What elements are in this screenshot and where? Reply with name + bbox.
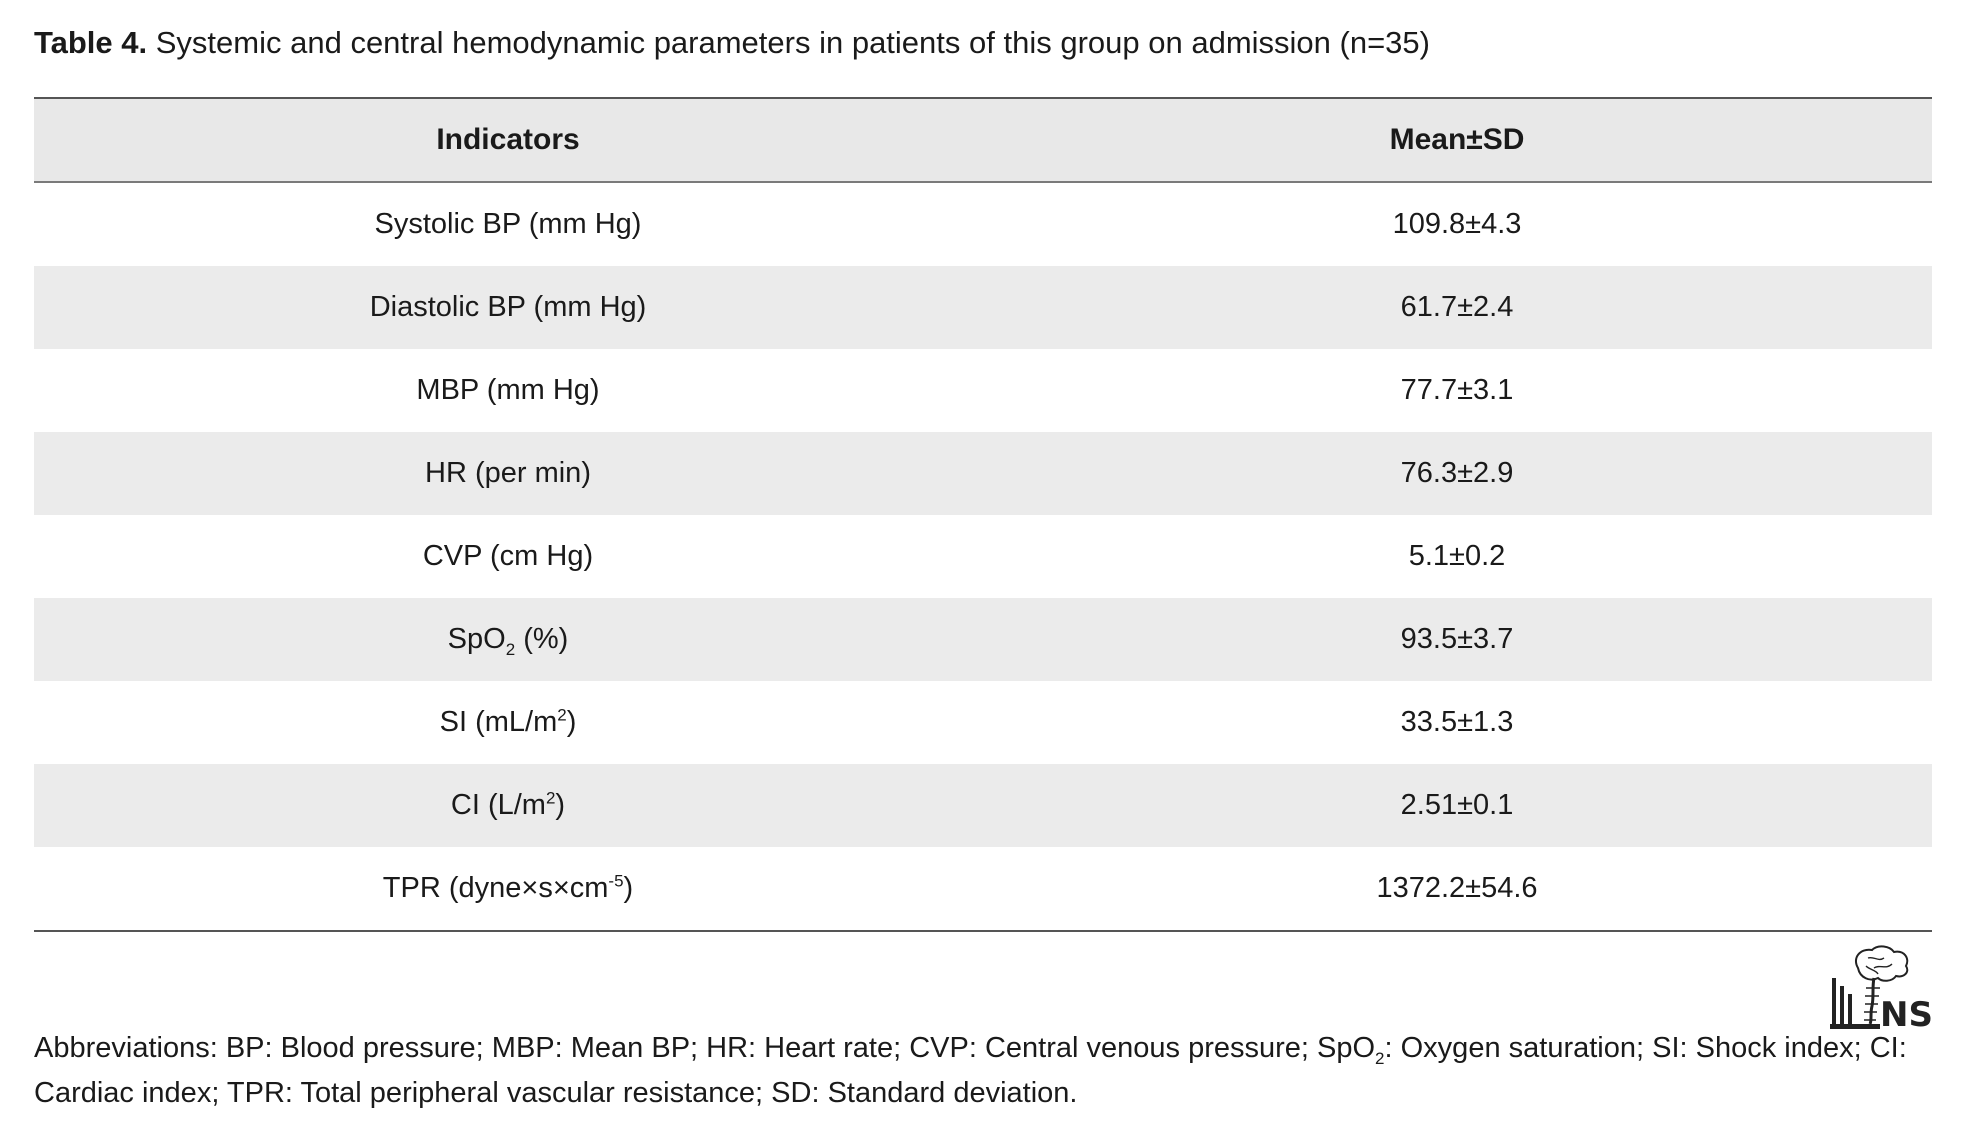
footnote-subscript: 2 <box>1375 1048 1385 1068</box>
indicator-text: TPR (dyne×s×cm <box>382 872 609 904</box>
table-row: MBP (mm Hg) 77.7±3.1 <box>34 349 1932 432</box>
indicator-cell: Systolic BP (mm Hg) <box>34 182 982 266</box>
value-cell: 77.7±3.1 <box>982 349 1932 432</box>
indicator-text: HR (per min) <box>425 457 591 489</box>
header-indicators: Indicators <box>34 98 982 183</box>
indicator-unit: ) <box>566 706 577 738</box>
indicator-cell: TPR (dyne×s×cm-5) <box>34 847 982 931</box>
brain-logo-icon: NS <box>1830 945 1933 1035</box>
header-mean-sd: Mean±SD <box>982 98 1932 183</box>
indicator-cell: Diastolic BP (mm Hg) <box>34 266 982 349</box>
caption-text: Systemic and central hemodynamic paramet… <box>147 25 1430 60</box>
indicator-cell: SpO2 (%) <box>34 598 982 681</box>
value-cell: 76.3±2.9 <box>982 432 1932 515</box>
table-row: CI (L/m2) 2.51±0.1 <box>34 764 1932 847</box>
table-row: Diastolic BP (mm Hg) 61.7±2.4 <box>34 266 1932 349</box>
table-header-row: Indicators Mean±SD <box>34 98 1932 183</box>
indicator-cell: SI (mL/m2) <box>34 681 982 764</box>
hemodynamic-table: Indicators Mean±SD Systolic BP (mm Hg) 1… <box>34 97 1932 932</box>
indicator-cell: CVP (cm Hg) <box>34 515 982 598</box>
indicator-unit: (%) <box>515 623 569 655</box>
value-cell: 1372.2±54.6 <box>982 847 1932 931</box>
hemodynamic-table-container: Indicators Mean±SD Systolic BP (mm Hg) 1… <box>34 97 1932 932</box>
table-row: SpO2 (%) 93.5±3.7 <box>34 598 1932 681</box>
value-cell: 109.8±4.3 <box>982 182 1932 266</box>
indicator-cell: HR (per min) <box>34 432 982 515</box>
value-cell: 61.7±2.4 <box>982 266 1932 349</box>
table-row: SI (mL/m2) 33.5±1.3 <box>34 681 1932 764</box>
indicator-text: SpO <box>447 623 506 655</box>
logo-text: NS <box>1880 995 1933 1030</box>
indicator-text: SI (mL/m <box>439 706 558 738</box>
indicator-unit: ) <box>555 789 566 821</box>
table-row: Systolic BP (mm Hg) 109.8±4.3 <box>34 182 1932 266</box>
indicator-cell: CI (L/m2) <box>34 764 982 847</box>
indicator-superscript: -5 <box>608 871 624 891</box>
value-cell: 2.51±0.1 <box>982 764 1932 847</box>
indicator-text: CVP (cm Hg) <box>422 540 594 572</box>
table-row: HR (per min) 76.3±2.9 <box>34 432 1932 515</box>
indicator-superscript: 2 <box>545 788 556 808</box>
caption-label: Table 4. <box>34 25 148 60</box>
indicator-text: CI (L/m <box>450 789 546 821</box>
indicator-text: Diastolic BP (mm Hg) <box>369 291 647 323</box>
indicator-subscript: 2 <box>505 639 516 659</box>
table-caption: Table 4. Systemic and central hemodynami… <box>34 18 1430 68</box>
value-cell: 33.5±1.3 <box>982 681 1932 764</box>
abbreviations-footnote: Abbreviations: BP: Blood pressure; MBP: … <box>34 1026 1934 1116</box>
indicator-superscript: 2 <box>557 705 567 725</box>
journal-logo: NS <box>1828 944 1934 1035</box>
table-row: CVP (cm Hg) 5.1±0.2 <box>34 515 1932 598</box>
indicator-unit: ) <box>623 872 634 904</box>
indicator-cell: MBP (mm Hg) <box>34 349 982 432</box>
value-cell: 93.5±3.7 <box>982 598 1932 681</box>
footnote-part2: : Oxygen saturation; SI: Shock index; CI… <box>34 1032 1907 1109</box>
value-cell: 5.1±0.2 <box>982 515 1932 598</box>
indicator-text: MBP (mm Hg) <box>416 374 600 406</box>
indicator-text: Systolic BP (mm Hg) <box>374 208 642 240</box>
footnote-part1: Abbreviations: BP: Blood pressure; MBP: … <box>34 1032 1376 1064</box>
table-row: TPR (dyne×s×cm-5) 1372.2±54.6 <box>34 847 1932 931</box>
